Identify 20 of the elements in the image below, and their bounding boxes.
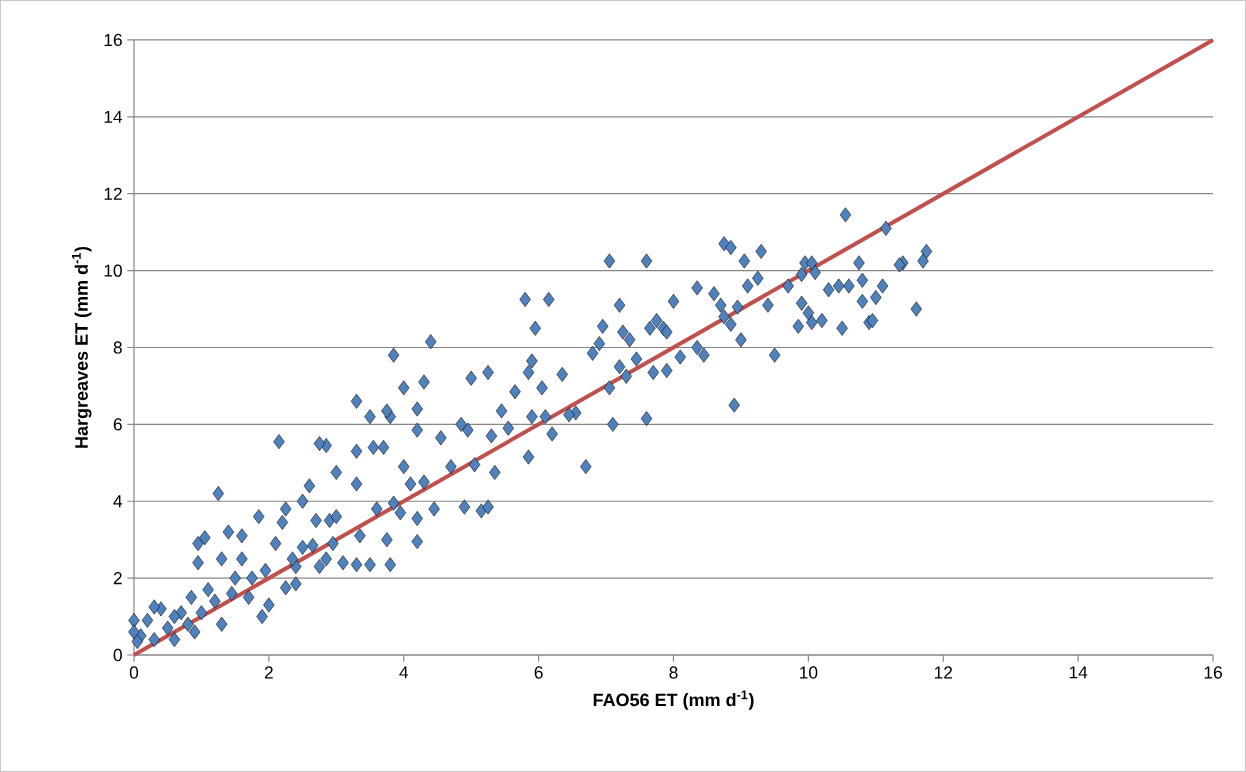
y-tick-label: 10 — [104, 264, 122, 277]
x-tick-label: 6 — [534, 666, 543, 679]
x-tick-label: 12 — [934, 666, 953, 679]
x-tick-label: 0 — [129, 666, 139, 679]
y-tick-label: 0 — [113, 648, 122, 662]
y-axis-title: Hargreaves ET (mm d$^{-1}$) — [72, 246, 92, 448]
y-tick-label: 6 — [113, 418, 122, 431]
x-tick-label: 4 — [399, 666, 409, 679]
y-tick-label: 8 — [113, 341, 122, 354]
y-tick-label: 16 — [104, 33, 122, 47]
y-tick-label: 2 — [113, 572, 122, 585]
x-tick-label: 2 — [264, 666, 273, 679]
x-tick-label: 8 — [669, 666, 678, 679]
x-tick-label: 10 — [800, 666, 818, 679]
y-tick-label: 14 — [104, 110, 123, 123]
x-tick-label: 14 — [1069, 666, 1088, 679]
x-axis-title: FAO56 ET (mm d$^{-1}$) — [593, 690, 754, 710]
y-tick-label: 12 — [104, 187, 122, 200]
y-tick-label: 4 — [113, 495, 123, 508]
x-tick-label: 16 — [1204, 666, 1222, 679]
